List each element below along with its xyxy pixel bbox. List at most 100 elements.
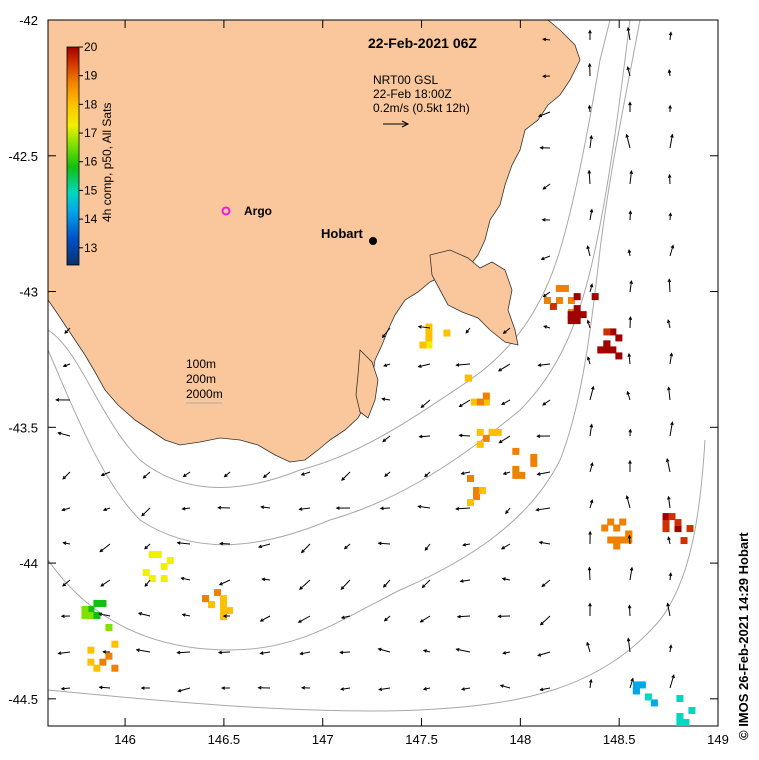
current-vector-head (542, 37, 547, 42)
sst-pixel (472, 493, 480, 501)
y-tick-label: -44.5 (8, 692, 38, 707)
sst-pixel (573, 305, 581, 313)
current-vector (341, 687, 351, 690)
current-vector-head (60, 614, 65, 619)
current-vector-head (666, 319, 671, 324)
colorbar-tick-label: 15 (84, 183, 98, 197)
current-vector (668, 279, 671, 293)
current-vector-head (543, 325, 548, 329)
current-vector (539, 541, 551, 545)
current-vector-head (505, 510, 509, 515)
current-vector (629, 280, 632, 293)
current-vector (382, 327, 391, 338)
sst-pixel (674, 525, 682, 533)
current-vector-head (180, 576, 185, 581)
current-vector-head (98, 685, 103, 690)
current-vector (538, 363, 551, 366)
current-vector-head (667, 278, 672, 283)
axis-layer: 146 146.5 147 147.5 148 148.5 149 -42 -42.5 -43 -4… (8, 13, 728, 747)
colorbar-label: 4h comp, p50, All Sats (100, 103, 114, 222)
current-vector-head (141, 512, 146, 517)
colorbar-tick-label: 16 (84, 155, 98, 169)
current-vector-head (458, 433, 463, 438)
current-vector-head (539, 621, 544, 626)
current-vector (298, 615, 311, 623)
sst-pixel (87, 646, 95, 654)
sst-pixel (81, 611, 89, 619)
current-vector (262, 578, 271, 581)
current-vector (667, 603, 671, 617)
current-vector-head (667, 536, 671, 541)
current-vector-head (455, 506, 460, 511)
current-vector-head (456, 614, 461, 619)
current-vector (666, 458, 671, 473)
sst-pixel (676, 712, 684, 720)
contour-2000m (47, 19, 641, 651)
sst-pixel (625, 530, 633, 538)
current-vector-head (588, 602, 592, 607)
current-vector (260, 615, 271, 622)
sst-pixel (644, 693, 652, 701)
sst-pixel (482, 434, 490, 442)
current-vector-head (502, 651, 507, 655)
contour-legend-200m: 200m (186, 372, 216, 386)
current-vector (263, 471, 271, 478)
current-vector-head (671, 674, 675, 679)
current-vector (460, 579, 471, 582)
current-vector-head (261, 577, 266, 582)
current-vector-head (587, 104, 592, 109)
current-vector (219, 579, 231, 586)
current-vector (384, 615, 391, 622)
current-vector-head (629, 279, 633, 285)
current-vector-head (418, 434, 423, 439)
current-vector (588, 567, 591, 581)
sst-pixel (476, 440, 484, 448)
current-vector (258, 543, 271, 548)
current-vector-head (142, 474, 147, 479)
current-vector-head (498, 439, 503, 444)
current-vector (589, 135, 592, 149)
current-vector (379, 687, 391, 691)
current-vector-head (666, 602, 670, 607)
current-vector (538, 111, 551, 117)
sst-pixel (676, 718, 684, 726)
current-vector (301, 543, 311, 553)
current-vector-head (589, 134, 593, 139)
sst-pixel (597, 346, 605, 354)
current-vector-head (502, 330, 507, 335)
current-vector (420, 615, 431, 623)
map-frame (47, 19, 719, 727)
current-vector-head (340, 586, 345, 590)
sst-pixel (530, 453, 538, 461)
current-vector (499, 435, 511, 444)
current-vector (178, 687, 191, 692)
sst-pixel (619, 536, 627, 544)
sst-pixel (688, 706, 696, 714)
sst-pixel (662, 519, 670, 527)
current-vector-head (586, 245, 590, 250)
current-vector (177, 651, 191, 654)
current-vector-head (537, 363, 542, 367)
current-vector (424, 471, 431, 477)
current-vector (344, 543, 351, 550)
current-vector (181, 577, 191, 581)
current-vector (503, 651, 511, 654)
current-vector (177, 542, 191, 545)
current-vector (669, 353, 673, 365)
current-vector (341, 471, 351, 481)
sst-pixel (160, 575, 168, 583)
current-vector-head (460, 687, 465, 691)
current-vector-head (625, 495, 630, 500)
current-vector-head (377, 647, 382, 652)
current-vector-head (217, 505, 222, 510)
current-vector-head (297, 619, 302, 623)
current-vector-head (98, 612, 103, 617)
current-vector-head (502, 471, 507, 475)
current-vector (627, 638, 631, 653)
current-vector-head (630, 677, 634, 682)
sst-pixel (555, 296, 563, 304)
current-vector-head (381, 397, 386, 401)
sst-pixel (567, 296, 575, 304)
current-vector (456, 648, 471, 653)
current-vector-head (497, 614, 502, 619)
